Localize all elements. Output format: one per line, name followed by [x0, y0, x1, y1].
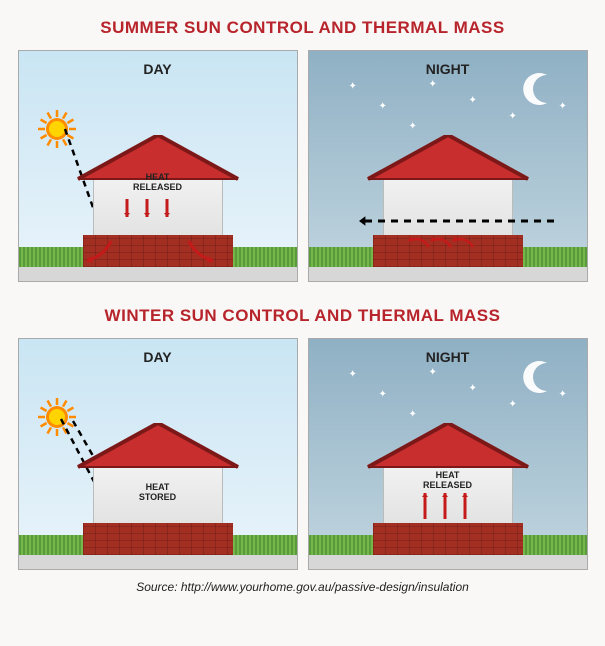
- panel-summer-day: DAY HEATRELEASED: [18, 50, 298, 282]
- winter-title: WINTER SUN CONTROL AND THERMAL MASS: [12, 306, 593, 326]
- winter-grid: DAY HEATSTORED ✦✦✦✦✦✦✦ NIGHT HEATRELEASE…: [12, 338, 593, 570]
- panel-winter-day: DAY HEATSTORED: [18, 338, 298, 570]
- source-citation: Source: http://www.yourhome.gov.au/passi…: [12, 580, 593, 594]
- panel-winter-night: ✦✦✦✦✦✦✦ NIGHT HEATRELEASED: [308, 338, 588, 570]
- panel-summer-night: ✦✦✦✦✦✦✦ NIGHT: [308, 50, 588, 282]
- heat-arrows-down: [19, 51, 298, 282]
- summer-title: SUMMER SUN CONTROL AND THERMAL MASS: [12, 18, 593, 38]
- heat-label: HEATSTORED: [139, 483, 176, 503]
- heat-curve-arrows: [309, 51, 588, 282]
- summer-grid: DAY HEATRELEASED ✦✦✦✦✦✦✦ NIGHT: [12, 50, 593, 282]
- house-icon: [83, 405, 233, 555]
- heat-arrows-up: [309, 339, 588, 570]
